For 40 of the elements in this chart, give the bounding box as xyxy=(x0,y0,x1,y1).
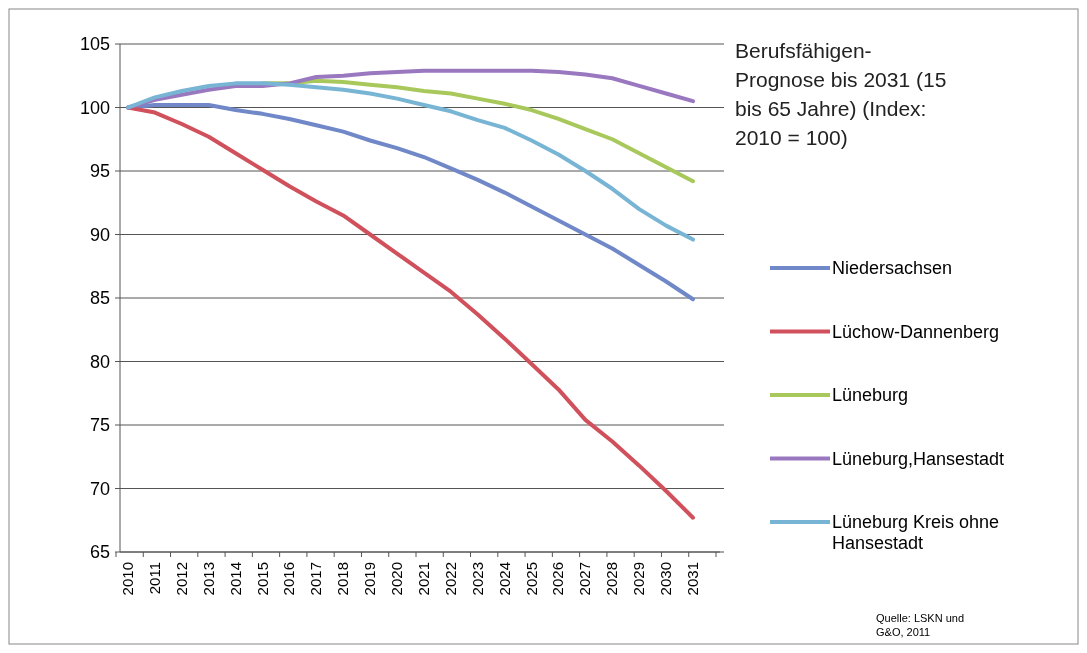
x-tick-label: 2010 xyxy=(119,562,136,596)
y-tick-label: 75 xyxy=(89,415,110,436)
y-tick-label: 80 xyxy=(89,351,110,372)
x-tick-label: 2017 xyxy=(307,562,325,596)
x-tick-label: 2023 xyxy=(468,562,486,596)
x-tick-label: 2019 xyxy=(361,562,379,596)
x-tick-label: 2012 xyxy=(172,562,190,596)
x-tick-label: 2030 xyxy=(657,562,675,596)
x-tick-label: 2018 xyxy=(334,562,352,596)
legend-label: Niedersachsen xyxy=(832,258,953,279)
y-tick-label: 65 xyxy=(89,542,110,563)
x-tick-label: 2020 xyxy=(388,562,406,596)
legend-label: Lüneburg xyxy=(832,385,909,406)
x-tick-label: 2029 xyxy=(630,562,648,596)
line-series xyxy=(126,81,695,242)
x-tick-label: 2031 xyxy=(684,562,701,596)
y-tick-label: 70 xyxy=(89,478,110,499)
x-tick-label: 2024 xyxy=(495,562,513,596)
x-tick-label: 2021 xyxy=(414,562,432,596)
x-tick-label: 2013 xyxy=(199,562,217,596)
x-tick-label: 2026 xyxy=(549,562,567,596)
legend-label: Lüneburg,Hansestadt xyxy=(832,448,1005,469)
line-series xyxy=(126,105,695,520)
x-tick-label: 2027 xyxy=(576,562,594,596)
y-tick-label: 90 xyxy=(89,224,110,245)
legend-label: Lüchow-Dannenberg xyxy=(832,321,1000,342)
text: Berufsfähigen-Prognose bis 2031 (15 bis 65 Jahre) (Index: 2010 = 100) xyxy=(735,39,947,149)
x-tick-label: 2011 xyxy=(145,562,163,595)
y-tick-label: 105 xyxy=(79,34,110,55)
x-tick-label: 2015 xyxy=(253,562,271,596)
y-tick-label: 85 xyxy=(89,288,110,309)
x-tick-label: 2025 xyxy=(522,562,540,596)
x-tick-label: 2016 xyxy=(280,562,298,596)
y-tick-label: 100 xyxy=(79,97,110,118)
y-tick-label: 95 xyxy=(89,161,110,182)
x-tick-label: 2014 xyxy=(226,562,244,596)
legend-label: Lüneburg Kreis ohne Hansestadt xyxy=(832,512,1000,554)
source-note: Quelle: LSKN und G&O, 2011 xyxy=(876,612,965,638)
x-tick-label: 2022 xyxy=(441,562,459,596)
x-tick-label: 2028 xyxy=(603,562,621,596)
